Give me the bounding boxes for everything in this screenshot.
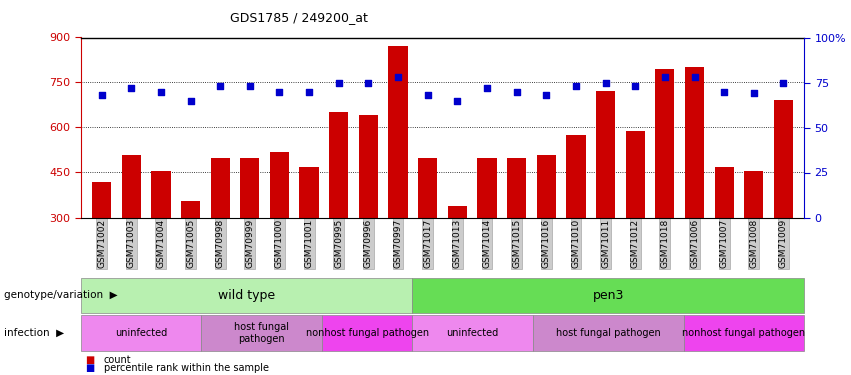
Point: [569, 83, 583, 89]
Text: ■: ■: [85, 363, 94, 373]
Bar: [744, 171, 763, 217]
Point: [214, 83, 227, 89]
Bar: [477, 158, 497, 218]
Bar: [300, 166, 319, 218]
Point: [688, 74, 701, 80]
Point: [747, 90, 761, 96]
Bar: [270, 152, 289, 217]
Text: uninfected: uninfected: [115, 328, 168, 338]
Point: [94, 92, 108, 98]
Bar: [240, 158, 260, 218]
Text: genotype/variation  ▶: genotype/variation ▶: [4, 290, 118, 300]
Bar: [181, 201, 200, 217]
Bar: [359, 116, 378, 218]
Text: ■: ■: [85, 355, 94, 365]
Text: percentile rank within the sample: percentile rank within the sample: [104, 363, 269, 373]
Text: pen3: pen3: [592, 289, 624, 302]
Point: [154, 88, 168, 94]
Bar: [655, 69, 675, 218]
Text: host fungal
pathogen: host fungal pathogen: [234, 322, 289, 344]
Point: [450, 98, 464, 104]
Point: [391, 74, 405, 80]
Text: nonhost fungal pathogen: nonhost fungal pathogen: [306, 328, 429, 338]
Point: [599, 80, 613, 86]
Point: [302, 88, 316, 94]
Bar: [774, 100, 793, 218]
Point: [124, 85, 138, 91]
Point: [658, 74, 671, 80]
Bar: [122, 154, 141, 218]
Point: [480, 85, 494, 91]
Bar: [566, 135, 585, 218]
Bar: [329, 112, 348, 218]
Point: [777, 80, 791, 86]
Text: GDS1785 / 249200_at: GDS1785 / 249200_at: [230, 11, 368, 24]
Text: infection  ▶: infection ▶: [4, 328, 65, 338]
Bar: [151, 171, 170, 217]
Bar: [92, 182, 111, 218]
Bar: [715, 166, 734, 218]
Text: nonhost fungal pathogen: nonhost fungal pathogen: [683, 328, 806, 338]
Bar: [418, 158, 437, 218]
Bar: [448, 206, 467, 218]
Point: [717, 88, 731, 94]
Point: [628, 83, 642, 89]
Point: [332, 80, 346, 86]
Point: [421, 92, 435, 98]
Bar: [507, 158, 526, 218]
Text: wild type: wild type: [218, 289, 275, 302]
Text: count: count: [104, 355, 131, 365]
Point: [243, 83, 257, 89]
Point: [510, 88, 523, 94]
Text: uninfected: uninfected: [447, 328, 499, 338]
Point: [272, 88, 286, 94]
Bar: [685, 68, 704, 218]
Bar: [210, 158, 230, 218]
Point: [184, 98, 197, 104]
Point: [540, 92, 553, 98]
Bar: [625, 130, 645, 218]
Point: [362, 80, 375, 86]
Bar: [596, 92, 615, 218]
Text: host fungal pathogen: host fungal pathogen: [556, 328, 660, 338]
Bar: [388, 46, 408, 217]
Bar: [537, 154, 556, 218]
